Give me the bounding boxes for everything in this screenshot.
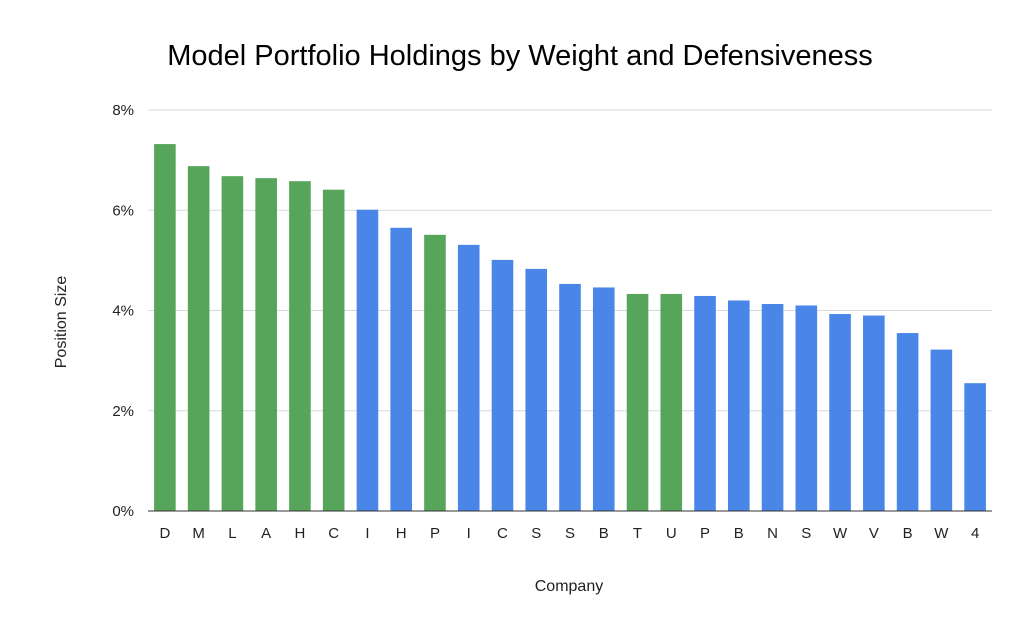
bar	[525, 268, 548, 511]
bar	[154, 144, 176, 511]
x-tick-label: S	[565, 525, 575, 542]
bar	[930, 349, 953, 511]
bar	[795, 305, 818, 511]
x-tick-label: 4	[971, 525, 979, 542]
y-tick-label: 4%	[112, 303, 134, 320]
x-tick-label: L	[228, 525, 236, 542]
x-tick-label: B	[903, 525, 913, 542]
x-tick-label: C	[328, 525, 339, 542]
x-tick-label: H	[396, 525, 407, 542]
bar	[626, 293, 649, 511]
y-tick-label: 6%	[112, 202, 134, 219]
x-tick-label: P	[430, 525, 440, 542]
bar	[896, 333, 919, 511]
bar	[322, 189, 345, 512]
x-tick-label: I	[365, 525, 369, 542]
y-tick-label: 8%	[112, 102, 134, 119]
chart-title: Model Portfolio Holdings by Weight and D…	[167, 40, 873, 72]
y-tick-labels: 0% 2% 4% 6% 8%	[112, 102, 134, 520]
x-tick-label: P	[700, 525, 710, 542]
bar	[829, 314, 851, 511]
x-tick-label: B	[734, 525, 744, 542]
bar	[761, 303, 784, 511]
x-tick-labels: D M L A H C I H P I C S S B T U P B N S W V B W 4	[159, 525, 979, 542]
bar	[255, 178, 277, 512]
bar	[491, 259, 514, 511]
y-tick-label: 2%	[112, 403, 134, 420]
x-tick-label: S	[531, 525, 541, 542]
bars	[154, 144, 986, 512]
bar	[187, 166, 210, 511]
bar	[221, 176, 244, 512]
x-tick-label: W	[934, 525, 949, 542]
x-tick-label: V	[869, 525, 879, 542]
x-tick-label: I	[467, 525, 471, 542]
bar	[964, 383, 986, 511]
x-tick-label: H	[294, 525, 305, 542]
y-tick-label: 0%	[112, 503, 134, 520]
bar	[559, 283, 581, 511]
x-tick-label: N	[767, 525, 778, 542]
x-tick-label: U	[666, 525, 677, 542]
bar	[592, 287, 615, 511]
x-tick-label: C	[497, 525, 508, 542]
bar	[727, 300, 750, 511]
x-axis-title: Company	[535, 578, 603, 595]
x-tick-label: B	[599, 525, 609, 542]
x-tick-label: T	[633, 525, 642, 542]
x-tick-label: A	[261, 525, 271, 542]
bar	[694, 295, 716, 511]
bar	[457, 244, 480, 511]
bar	[390, 227, 413, 511]
bar	[660, 293, 683, 511]
x-tick-label: M	[192, 525, 205, 542]
bar	[289, 181, 311, 512]
x-tick-label: W	[833, 525, 848, 542]
bar	[863, 315, 885, 511]
x-tick-label: D	[159, 525, 170, 542]
x-tick-label: S	[801, 525, 811, 542]
bar	[356, 209, 379, 511]
y-axis-title: Position Size	[53, 276, 70, 369]
bar	[424, 234, 446, 511]
